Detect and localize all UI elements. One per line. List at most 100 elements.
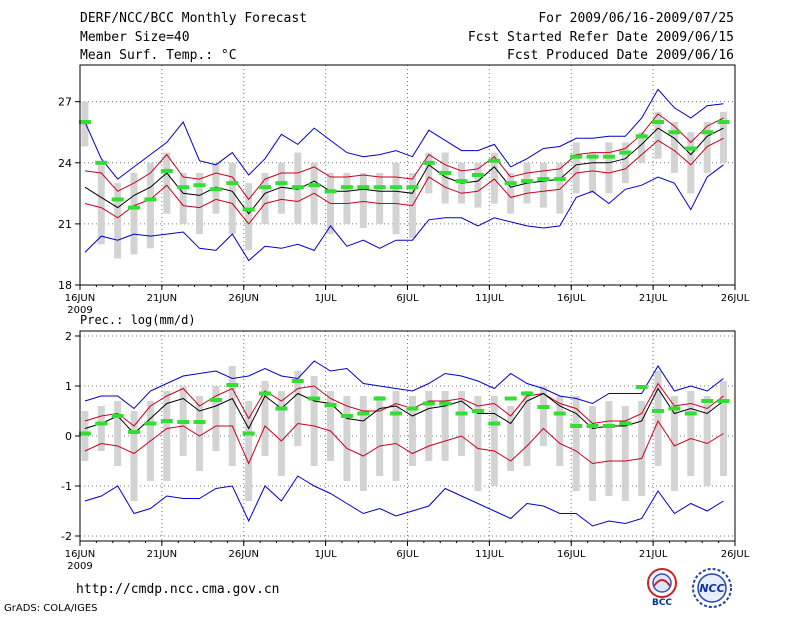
median-marker — [373, 396, 386, 401]
spread-box — [97, 162, 105, 245]
spread-box — [277, 162, 285, 214]
spread-box — [310, 376, 318, 466]
median-marker — [717, 399, 730, 403]
x-tick-label: 16JUN — [65, 293, 95, 304]
bcc-logo-text: BCC — [652, 598, 672, 608]
spread-box — [654, 111, 662, 159]
median-marker — [553, 177, 566, 182]
median-marker — [521, 179, 534, 184]
spread-box — [196, 172, 204, 235]
variable-label: Mean Surf. Temp.: °C — [80, 48, 237, 63]
median-marker — [373, 185, 386, 190]
y-tick-label: 24 — [58, 157, 72, 170]
median-marker — [570, 424, 583, 428]
bcc-logo: BCC — [647, 568, 677, 608]
website-url[interactable]: http://cmdp.ncc.cma.gov.cn — [76, 582, 280, 597]
median-marker — [668, 130, 681, 135]
median-marker — [193, 420, 206, 424]
spread-box — [474, 396, 482, 491]
median-marker — [684, 146, 697, 151]
y-tick-label: 18 — [58, 279, 72, 292]
spread-box — [359, 396, 367, 491]
spread-box — [81, 101, 89, 147]
median-marker — [242, 207, 255, 212]
lower-line — [84, 137, 724, 225]
x-tick-label: 21JUL — [639, 293, 668, 304]
y-tick-label: 0 — [65, 430, 72, 443]
median-marker — [602, 424, 615, 428]
spread-box — [687, 132, 695, 194]
median-marker — [226, 383, 239, 387]
median-marker — [209, 187, 222, 192]
median-marker — [78, 120, 91, 125]
spread-box — [638, 132, 646, 163]
x-tick-label: 16JUL — [557, 293, 586, 304]
spread-box — [441, 391, 449, 461]
median-marker — [259, 185, 272, 190]
member-size-label: Member Size=40 — [80, 30, 190, 45]
x-tick-label: 1JUL — [315, 549, 338, 560]
spread-box — [212, 386, 220, 451]
median-marker — [619, 421, 632, 426]
spread-box — [163, 152, 171, 214]
spread-box — [261, 172, 269, 224]
median-marker — [455, 411, 468, 416]
spread-box — [523, 391, 531, 466]
x-tick-label: 26JUL — [721, 549, 750, 560]
spread-box — [376, 396, 384, 476]
median-marker — [521, 391, 534, 396]
spread-box — [441, 152, 449, 204]
spread-box — [507, 172, 515, 214]
median-marker — [553, 411, 566, 416]
median-marker — [602, 154, 615, 159]
spread-box — [392, 162, 400, 235]
spread-box — [277, 391, 285, 476]
spread-box — [343, 172, 351, 224]
median-marker — [95, 421, 108, 426]
spread-box — [638, 401, 646, 496]
precipitation-panel: -2 -1 0 1 2 16JUN 21JUN 26JUN 1JUL 6JUL 11JUL 16JUL… — [61, 330, 750, 572]
spread-box — [294, 371, 302, 446]
spread-box — [589, 406, 597, 501]
median-marker — [308, 183, 321, 188]
x-tick-label: 21JUL — [639, 549, 668, 560]
spread-box — [654, 371, 662, 466]
y-tick-label: -1 — [61, 480, 72, 493]
spread-box — [621, 142, 629, 184]
x-year-label: 2009 — [67, 305, 92, 316]
spread-box — [425, 152, 433, 194]
chart-title: DERF/NCC/BCC Monthly Forecast — [80, 11, 307, 26]
median-marker — [455, 179, 468, 184]
median-marker — [439, 170, 452, 175]
temperature-panel: 18 21 24 27 16JUN 21JUN 26JUN 1JUL 6JUL 11JUL 16JU… — [58, 64, 750, 316]
spread-box — [130, 411, 138, 501]
spread-box — [376, 172, 384, 224]
median-marker — [160, 419, 173, 423]
median-marker — [488, 421, 501, 426]
median-marker — [471, 409, 484, 413]
spread-box — [228, 162, 236, 235]
max-line — [84, 88, 724, 180]
median-marker — [471, 173, 484, 177]
upper-line — [84, 382, 724, 427]
median-marker — [422, 160, 435, 165]
min-line — [84, 475, 724, 527]
spread-box — [539, 386, 547, 446]
median-marker — [619, 150, 632, 155]
spread-box — [605, 401, 613, 496]
median-marker — [275, 406, 288, 411]
precip-panel-title: Prec.: log(mm/d) — [80, 313, 196, 327]
spread-box — [605, 142, 613, 194]
median-marker — [160, 168, 173, 173]
median-marker — [144, 197, 157, 202]
median-marker — [668, 406, 681, 411]
ensemble-mean-line — [84, 387, 724, 435]
median-marker — [586, 154, 599, 159]
spread-box — [507, 406, 515, 471]
spread-box — [556, 162, 564, 214]
lower-line — [84, 419, 724, 465]
x-tick-label: 6JUL — [396, 293, 419, 304]
spread-box — [163, 391, 171, 481]
x-tick-label: 11JUL — [475, 293, 504, 304]
median-marker — [291, 379, 304, 383]
